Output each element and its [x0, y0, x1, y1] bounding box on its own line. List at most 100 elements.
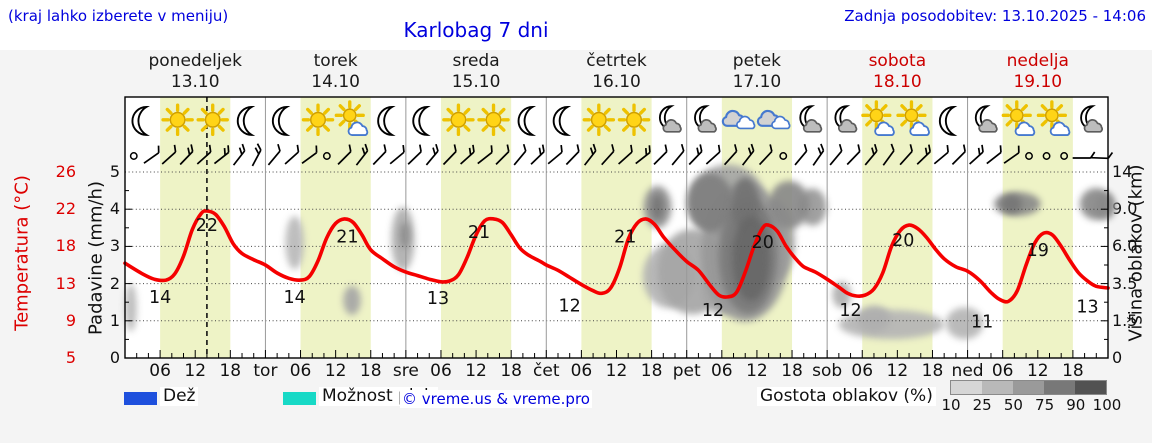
wind-barb-icon: [741, 143, 755, 166]
wind-barb-icon: [951, 144, 966, 165]
wind-barb-icon: [372, 144, 387, 166]
wind-barb-icon: [933, 144, 949, 165]
cloud-density-blob: [400, 221, 410, 249]
wind-barb-icon: [495, 144, 510, 165]
cloud-tick-label: 0: [1112, 348, 1123, 367]
weather-icon-sun: [582, 103, 616, 137]
temp-annotation: 12: [702, 301, 724, 321]
day-date: 14.10: [311, 72, 360, 92]
colorbar-tick-label: 50: [1003, 396, 1023, 414]
wind-barb-icon: [846, 144, 861, 166]
wind-barb-icon: [688, 144, 703, 166]
cloud-density-blob: [1000, 194, 1022, 214]
x-tick-label: 18: [359, 361, 382, 381]
wind-barb-icon: [1003, 145, 1020, 164]
weather-icon-moon-cloud: [974, 105, 998, 133]
weather-icon-moon: [271, 105, 291, 136]
wind-barb-icon: [513, 143, 527, 166]
wind-barb-icon: [583, 143, 597, 166]
wind-barb-icon: [337, 144, 352, 165]
weather-icon-moon-cloud: [1080, 105, 1103, 133]
weather-icon-moon: [131, 105, 150, 136]
weather-icon-moon: [938, 105, 958, 136]
wind-barb-icon: [355, 143, 369, 166]
weather-icon-moon-cloud: [659, 105, 682, 133]
wind-barb-icon: [251, 143, 262, 167]
header-band: [0, 0, 1152, 50]
cloud-density-colorbar: [950, 380, 1107, 395]
x-tick-label: 12: [465, 361, 487, 381]
weather-icon-moon: [412, 105, 431, 136]
day-short-label: sob: [812, 361, 843, 381]
cloud-density-label: Gostota oblakov (%): [757, 387, 936, 406]
daylight-band: [581, 97, 652, 358]
x-tick-label: 18: [219, 361, 242, 381]
wind-barb-icon: [671, 143, 685, 166]
weather-icon-moon-cloud: [834, 105, 858, 133]
temp-tick-label: 22: [55, 199, 76, 219]
wind-barb-icon: [916, 144, 931, 165]
wind-barb-icon: [705, 144, 721, 165]
colorbar-cell: [982, 381, 1013, 394]
weather-icon-moon: [236, 105, 256, 136]
x-tick-label: 18: [640, 361, 663, 381]
wind-calm-icon: [322, 152, 331, 160]
cloud-tick-label: 9.0: [1112, 199, 1138, 219]
day-name: nedelja: [1006, 51, 1069, 71]
colorbar-cell: [1044, 381, 1075, 394]
colorbar-cell: [1075, 381, 1106, 394]
precip-tick-label: 1: [109, 310, 120, 330]
weather-icon-sun-cloud: [861, 100, 895, 136]
wind-barb-icon: [301, 145, 318, 164]
day-header: nedelja 19.10: [968, 51, 1108, 93]
day-header: sreda 15.10: [406, 51, 546, 93]
wind-barb-icon: [547, 144, 563, 165]
day-header: petek 17.10: [687, 51, 827, 93]
wind-barb-icon: [389, 144, 405, 165]
day-name: sobota: [868, 51, 927, 71]
colorbar-tick-label: 100: [1092, 396, 1122, 414]
day-name: četrtek: [586, 51, 647, 71]
colorbar-tick-label: 10: [941, 396, 961, 414]
wind-barb-icon: [161, 144, 177, 165]
cloud-density-blob: [768, 180, 810, 229]
temp-annotation: 13: [427, 289, 449, 309]
credit-link[interactable]: © vreme.us & vreme.pro: [400, 390, 592, 408]
day-date: 19.10: [1013, 72, 1063, 92]
wind-calm-icon: [129, 152, 138, 160]
weather-icon-sun: [196, 103, 229, 137]
daylight-band: [440, 97, 512, 358]
cloud-density-blob: [125, 283, 137, 332]
weather-icon-moon: [377, 105, 396, 136]
weather-icon-sun: [442, 103, 475, 137]
colorbar-tick-label: 90: [1066, 396, 1086, 414]
cloud-tick-label: 6.0: [1112, 236, 1138, 256]
x-tick-label: 06: [149, 361, 171, 381]
cloud-density-blob: [651, 193, 664, 221]
wind-calm-icon: [779, 152, 788, 160]
temp-tick-label: 26: [55, 162, 76, 181]
x-tick-label: 12: [605, 361, 628, 381]
temp-annotation: 20: [752, 233, 774, 253]
precip-tick-label: 2: [109, 273, 120, 293]
weather-icon-clouds: [721, 109, 756, 130]
day-date: 13.10: [170, 72, 220, 92]
wind-barb-icon: [812, 143, 825, 166]
temp-annotation: 12: [839, 301, 861, 321]
x-tick-label: 12: [324, 361, 347, 381]
day-header: četrtek 16.10: [546, 51, 686, 93]
weather-icon-sun-cloud: [896, 100, 930, 136]
cloud-density-blob: [686, 173, 734, 232]
day-date: 15.10: [451, 72, 501, 92]
wind-barb-icon: [460, 144, 475, 165]
day-name: ponedeljek: [148, 51, 242, 71]
cloud-density-blob: [832, 281, 852, 309]
wind-barb-icon: [213, 145, 230, 165]
wind-barb-icon: [565, 144, 580, 166]
temp-annotation: 22: [196, 216, 218, 236]
wind-calm-icon: [1025, 152, 1033, 160]
cloud-density-blob: [857, 305, 891, 333]
cloud-density-blob: [343, 285, 361, 315]
cloud-density-blob: [285, 216, 305, 270]
